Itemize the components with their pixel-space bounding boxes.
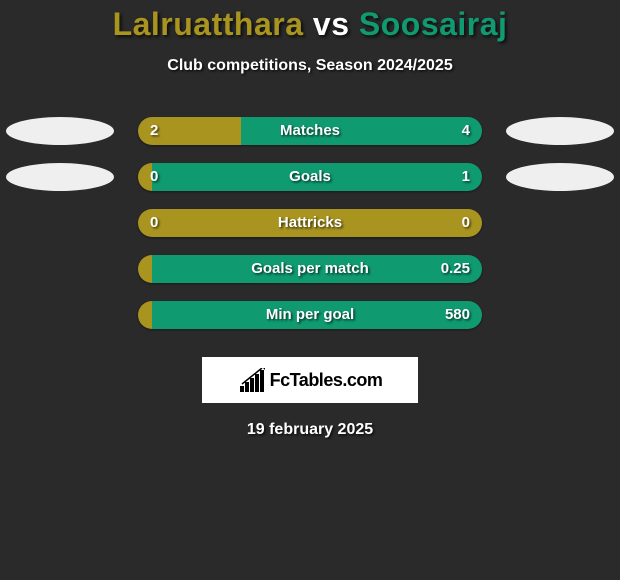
bar-left <box>138 301 152 329</box>
vs-text: vs <box>313 6 350 42</box>
date-line: 19 february 2025 <box>0 421 620 439</box>
bar-right <box>152 163 482 191</box>
bar-left <box>138 255 152 283</box>
subtitle: Club competitions, Season 2024/2025 <box>0 57 620 75</box>
brand-box: FcTables.com <box>202 357 418 403</box>
infographic-root: Lalruatthara vs Soosairaj Club competiti… <box>0 0 620 580</box>
brand-text: FcTables.com <box>270 370 383 391</box>
bar-track <box>138 301 482 329</box>
player2-oval-icon <box>506 117 614 145</box>
bar-track <box>138 117 482 145</box>
bar-track <box>138 255 482 283</box>
bar-track <box>138 209 482 237</box>
value-left: 0 <box>150 209 158 237</box>
player1-name: Lalruatthara <box>113 6 304 42</box>
bar-right <box>241 117 482 145</box>
value-right: 4 <box>462 117 470 145</box>
stat-row: 580Min per goal <box>0 301 620 347</box>
value-right: 580 <box>445 301 470 329</box>
value-right: 1 <box>462 163 470 191</box>
player2-name: Soosairaj <box>359 6 508 42</box>
stat-row: 0.25Goals per match <box>0 255 620 301</box>
value-left: 0 <box>150 163 158 191</box>
stat-row: 00Hattricks <box>0 209 620 255</box>
bar-track <box>138 163 482 191</box>
player1-oval-icon <box>6 117 114 145</box>
value-right: 0.25 <box>441 255 470 283</box>
barchart-icon <box>238 368 266 392</box>
stat-rows: 24Matches01Goals00Hattricks0.25Goals per… <box>0 117 620 347</box>
stat-row: 01Goals <box>0 163 620 209</box>
player1-oval-icon <box>6 163 114 191</box>
page-title: Lalruatthara vs Soosairaj <box>0 6 620 43</box>
value-right: 0 <box>462 209 470 237</box>
player2-oval-icon <box>506 163 614 191</box>
stat-row: 24Matches <box>0 117 620 163</box>
bar-left <box>138 209 482 237</box>
bar-right <box>152 255 482 283</box>
bar-right <box>152 301 482 329</box>
value-left: 2 <box>150 117 158 145</box>
